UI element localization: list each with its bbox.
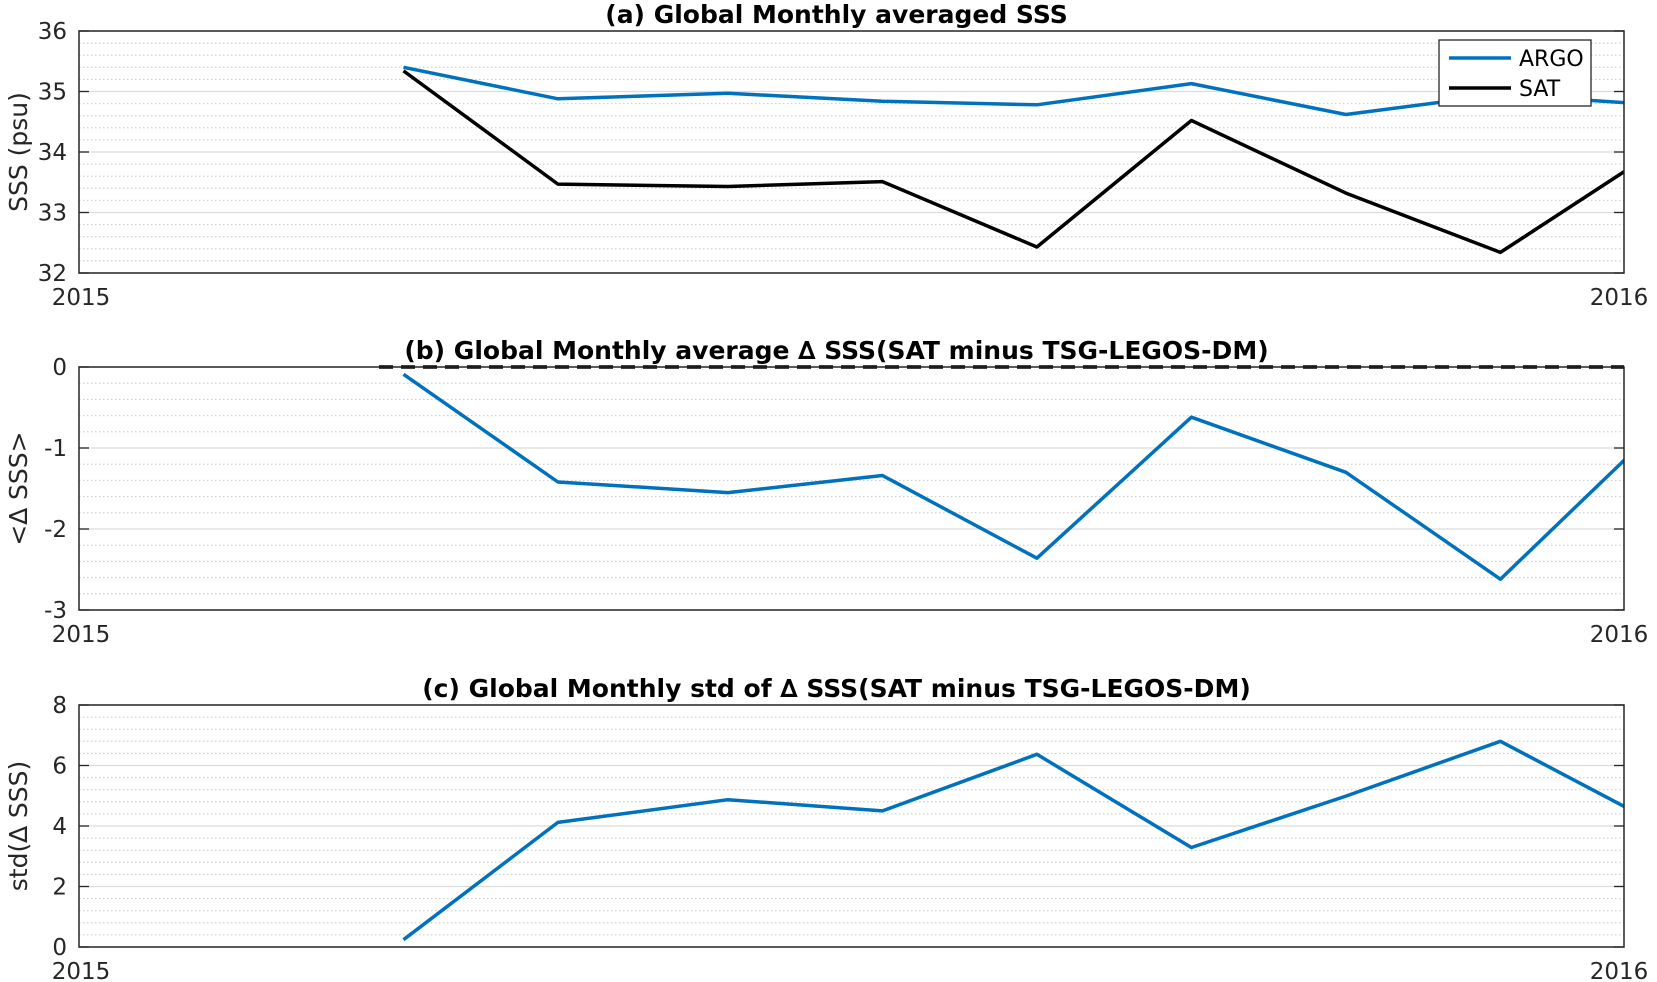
- x-tick-label: 2016: [1590, 959, 1649, 982]
- y-tick-label: 4: [52, 814, 67, 840]
- chart-title: (a) Global Monthly averaged SSS: [605, 0, 1067, 29]
- y-tick-label: 0: [52, 935, 67, 961]
- y-axis-label: <∆ SSS>: [4, 431, 33, 545]
- legend-label-argo: ARGO: [1519, 47, 1584, 72]
- series-line-argo: [403, 65, 1624, 117]
- legend-box: [1438, 39, 1592, 107]
- y-tick-label: 35: [38, 80, 67, 106]
- axes-box: [78, 366, 1625, 611]
- y-tick-label: 36: [38, 19, 67, 45]
- x-tick-label: 2015: [52, 959, 111, 982]
- chart-panel-1: 32 33 34 35 36 2015 2016 (a) Global Monthly ave…: [4, 0, 1649, 311]
- y-tick-label: -3: [44, 598, 67, 624]
- series-line-sat: [402, 69, 1624, 255]
- y-tick-label: -2: [44, 517, 67, 543]
- y-tick-label: 2: [52, 875, 67, 901]
- y-tick-label: 33: [38, 201, 67, 227]
- chart-panel-2: -3 -2 -1 0 2015 2016 (b) Global Monthly averag…: [4, 336, 1649, 648]
- y-axis-label: std(∆ SSS): [4, 761, 33, 891]
- chart-title: (c) Global Monthly std of ∆ SSS(SAT minu…: [422, 674, 1251, 703]
- x-tick-label: 2015: [52, 285, 111, 311]
- chart-title: (b) Global Monthly average ∆ SSS(SAT min…: [404, 336, 1268, 365]
- y-tick-label: 0: [52, 355, 67, 381]
- y-tick-label: 32: [38, 261, 67, 287]
- y-tick-label: 6: [52, 754, 67, 780]
- chart-panel-3: 0 2 4 6 8 2015 2016 (c) Global Monthly std of ∆…: [4, 674, 1649, 982]
- series-line-1: [402, 372, 1624, 581]
- legend: ARGO SAT: [1438, 39, 1592, 107]
- x-tick-label: 2015: [52, 622, 111, 648]
- y-tick-label: 8: [52, 693, 67, 719]
- x-tick-label: 2016: [1590, 622, 1649, 648]
- series-line-1: [402, 739, 1624, 942]
- y-tick-label: -1: [44, 436, 67, 462]
- y-tick-label: 34: [38, 140, 67, 166]
- y-axis-label: SSS (psu): [4, 92, 33, 212]
- legend-label-sat: SAT: [1519, 77, 1561, 102]
- x-tick-label: 2016: [1590, 285, 1649, 311]
